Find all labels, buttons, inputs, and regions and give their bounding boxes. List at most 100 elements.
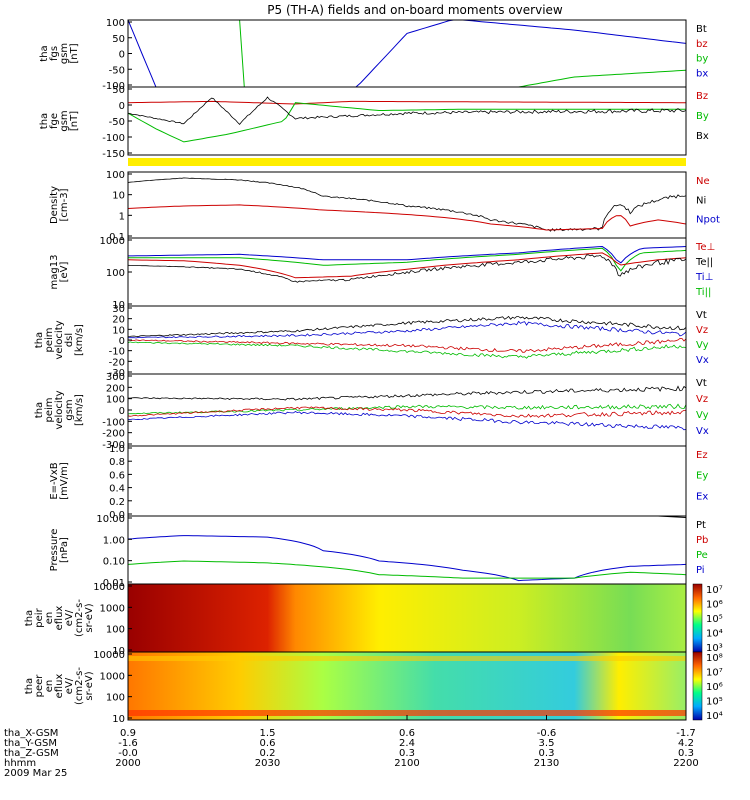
y-axis-label: tha bbox=[39, 45, 50, 61]
colorbar-label: 10⁷ bbox=[706, 668, 723, 679]
y-axis-label: eV/ bbox=[64, 677, 75, 694]
panel-frame bbox=[127, 515, 687, 585]
legend-entry: Pe bbox=[696, 550, 708, 561]
y-tick-label: 0.6 bbox=[109, 470, 125, 481]
panel-frame bbox=[127, 305, 687, 375]
spectrogram-fill bbox=[128, 652, 686, 720]
y-tick-label: 0 bbox=[119, 336, 125, 347]
panel-fgs: 100 50 0 -50 -100 tha fgs gsm [nT] Bt bz by bx bbox=[39, 18, 708, 92]
legend-entry: Te|| bbox=[695, 257, 713, 268]
series-line bbox=[127, 560, 687, 579]
legend-entry: Vz bbox=[696, 325, 708, 336]
series-line bbox=[127, 252, 687, 279]
series-line bbox=[127, 102, 686, 143]
y-tick-label: 0 bbox=[119, 101, 125, 112]
y-axis-label: eflux bbox=[54, 674, 65, 699]
status-bar bbox=[128, 158, 686, 166]
legend-entry: bz bbox=[696, 39, 708, 50]
x-tick-label: 4.2 bbox=[678, 738, 694, 749]
y-tick-label: 0.10 bbox=[103, 557, 125, 568]
x-tick-label: 2130 bbox=[534, 758, 559, 769]
x-tick-label: -0.6 bbox=[537, 728, 557, 739]
legend-entry: Vt bbox=[696, 310, 707, 321]
legend-entry: Ti|| bbox=[695, 287, 711, 298]
colorbar bbox=[692, 651, 703, 721]
y-axis-label: [km/s] bbox=[74, 394, 85, 426]
panel-elec_spec: 10⁸ 10⁷ 10⁶ 10⁵ 10⁴ 10000 1000 100 10 tha peer en ef… bbox=[24, 650, 723, 725]
legend-entry: Bx bbox=[696, 131, 709, 142]
x-tick-label: -1.7 bbox=[676, 728, 696, 739]
series-line bbox=[127, 96, 687, 125]
colorbar bbox=[692, 583, 703, 653]
y-tick-label: 10 bbox=[112, 300, 125, 311]
y-tick-label: 0 bbox=[119, 50, 125, 61]
legend-entry: Vy bbox=[696, 410, 709, 421]
y-tick-label: -50 bbox=[109, 117, 125, 128]
y-tick-label: -150 bbox=[102, 149, 125, 160]
y-axis-label: gsm bbox=[59, 110, 70, 131]
series-line bbox=[127, 385, 687, 401]
y-axis-label: (cm2-s- bbox=[74, 599, 85, 637]
y-tick-label: 1000 bbox=[100, 671, 125, 682]
y-tick-label: 0.01 bbox=[103, 578, 125, 589]
y-tick-label: 0.4 bbox=[109, 484, 125, 495]
y-axis-label: [nT] bbox=[69, 111, 80, 131]
y-tick-label: -20 bbox=[109, 357, 125, 368]
y-axis-label: Density bbox=[49, 186, 60, 224]
y-axis-label: peim bbox=[44, 327, 55, 352]
colorbar-label: 10⁸ bbox=[706, 653, 723, 664]
series-line bbox=[127, 320, 687, 339]
x-tick-label: 0.6 bbox=[260, 738, 276, 749]
x-tick-label: 2.4 bbox=[399, 738, 415, 749]
y-tick-label: 30 bbox=[112, 304, 125, 315]
legend-entry: Pb bbox=[696, 535, 708, 546]
y-tick-label: 1000 bbox=[100, 603, 125, 614]
y-tick-label: 100 bbox=[106, 18, 125, 29]
legend-entry: Npot bbox=[696, 215, 720, 226]
y-tick-label: 1.00 bbox=[103, 535, 125, 546]
x-tick-label: -1.6 bbox=[118, 738, 138, 749]
legend-entry: Pi bbox=[696, 565, 705, 576]
legend-entry: Te⊥ bbox=[695, 242, 715, 253]
y-axis-label: peir bbox=[34, 607, 45, 627]
x-row-label: hhmm bbox=[4, 758, 36, 769]
legend-entry: Ti⊥ bbox=[695, 272, 713, 283]
panel-frame bbox=[127, 86, 687, 156]
y-tick-label: 0.0 bbox=[109, 510, 125, 521]
y-axis-label: [eV] bbox=[59, 262, 70, 283]
legend-entry: Ni bbox=[696, 195, 706, 206]
y-axis-label: [cm-3] bbox=[59, 188, 70, 221]
y-tick-label: 10000 bbox=[93, 582, 125, 593]
y-tick-label: 10 bbox=[112, 325, 125, 336]
x-row-label: tha_Y-GSM bbox=[4, 738, 57, 749]
x-tick-label: -0.0 bbox=[118, 748, 138, 759]
y-axis-label: velocity bbox=[54, 390, 65, 429]
y-tick-label: 100 bbox=[106, 170, 125, 181]
legend-entry: Bz bbox=[696, 91, 708, 102]
y-axis-label: [mV/m] bbox=[59, 462, 70, 500]
y-tick-label: 20 bbox=[112, 315, 125, 326]
y-tick-label: -300 bbox=[102, 440, 125, 451]
colorbar-label: 10³ bbox=[706, 643, 723, 654]
x-tick-label: 0.2 bbox=[260, 748, 276, 759]
y-tick-label: -100 bbox=[102, 133, 125, 144]
x-tick-label: 0.3 bbox=[678, 748, 694, 759]
colorbar-label: 10⁷ bbox=[706, 585, 723, 596]
panel-fge: 50 0 -50 -100 -150 tha fge gsm [nT] Bz By Bx bbox=[39, 85, 709, 160]
x-tick-label: 3.5 bbox=[539, 738, 555, 749]
colorbar-label: 10⁵ bbox=[706, 614, 723, 625]
y-axis-label: dsl bbox=[64, 333, 75, 347]
x-tick-label: 0.3 bbox=[539, 748, 555, 759]
y-axis-label: tha bbox=[24, 610, 35, 626]
y-tick-label: 50 bbox=[112, 85, 125, 96]
y-axis-label: gsm bbox=[64, 399, 75, 420]
y-axis-label: E=-VxB bbox=[49, 462, 60, 499]
colorbar-label: 10⁴ bbox=[706, 711, 723, 722]
y-tick-label: 1000 bbox=[100, 236, 125, 247]
legend-entry: By bbox=[696, 111, 709, 122]
y-axis-label: tha bbox=[34, 402, 45, 418]
